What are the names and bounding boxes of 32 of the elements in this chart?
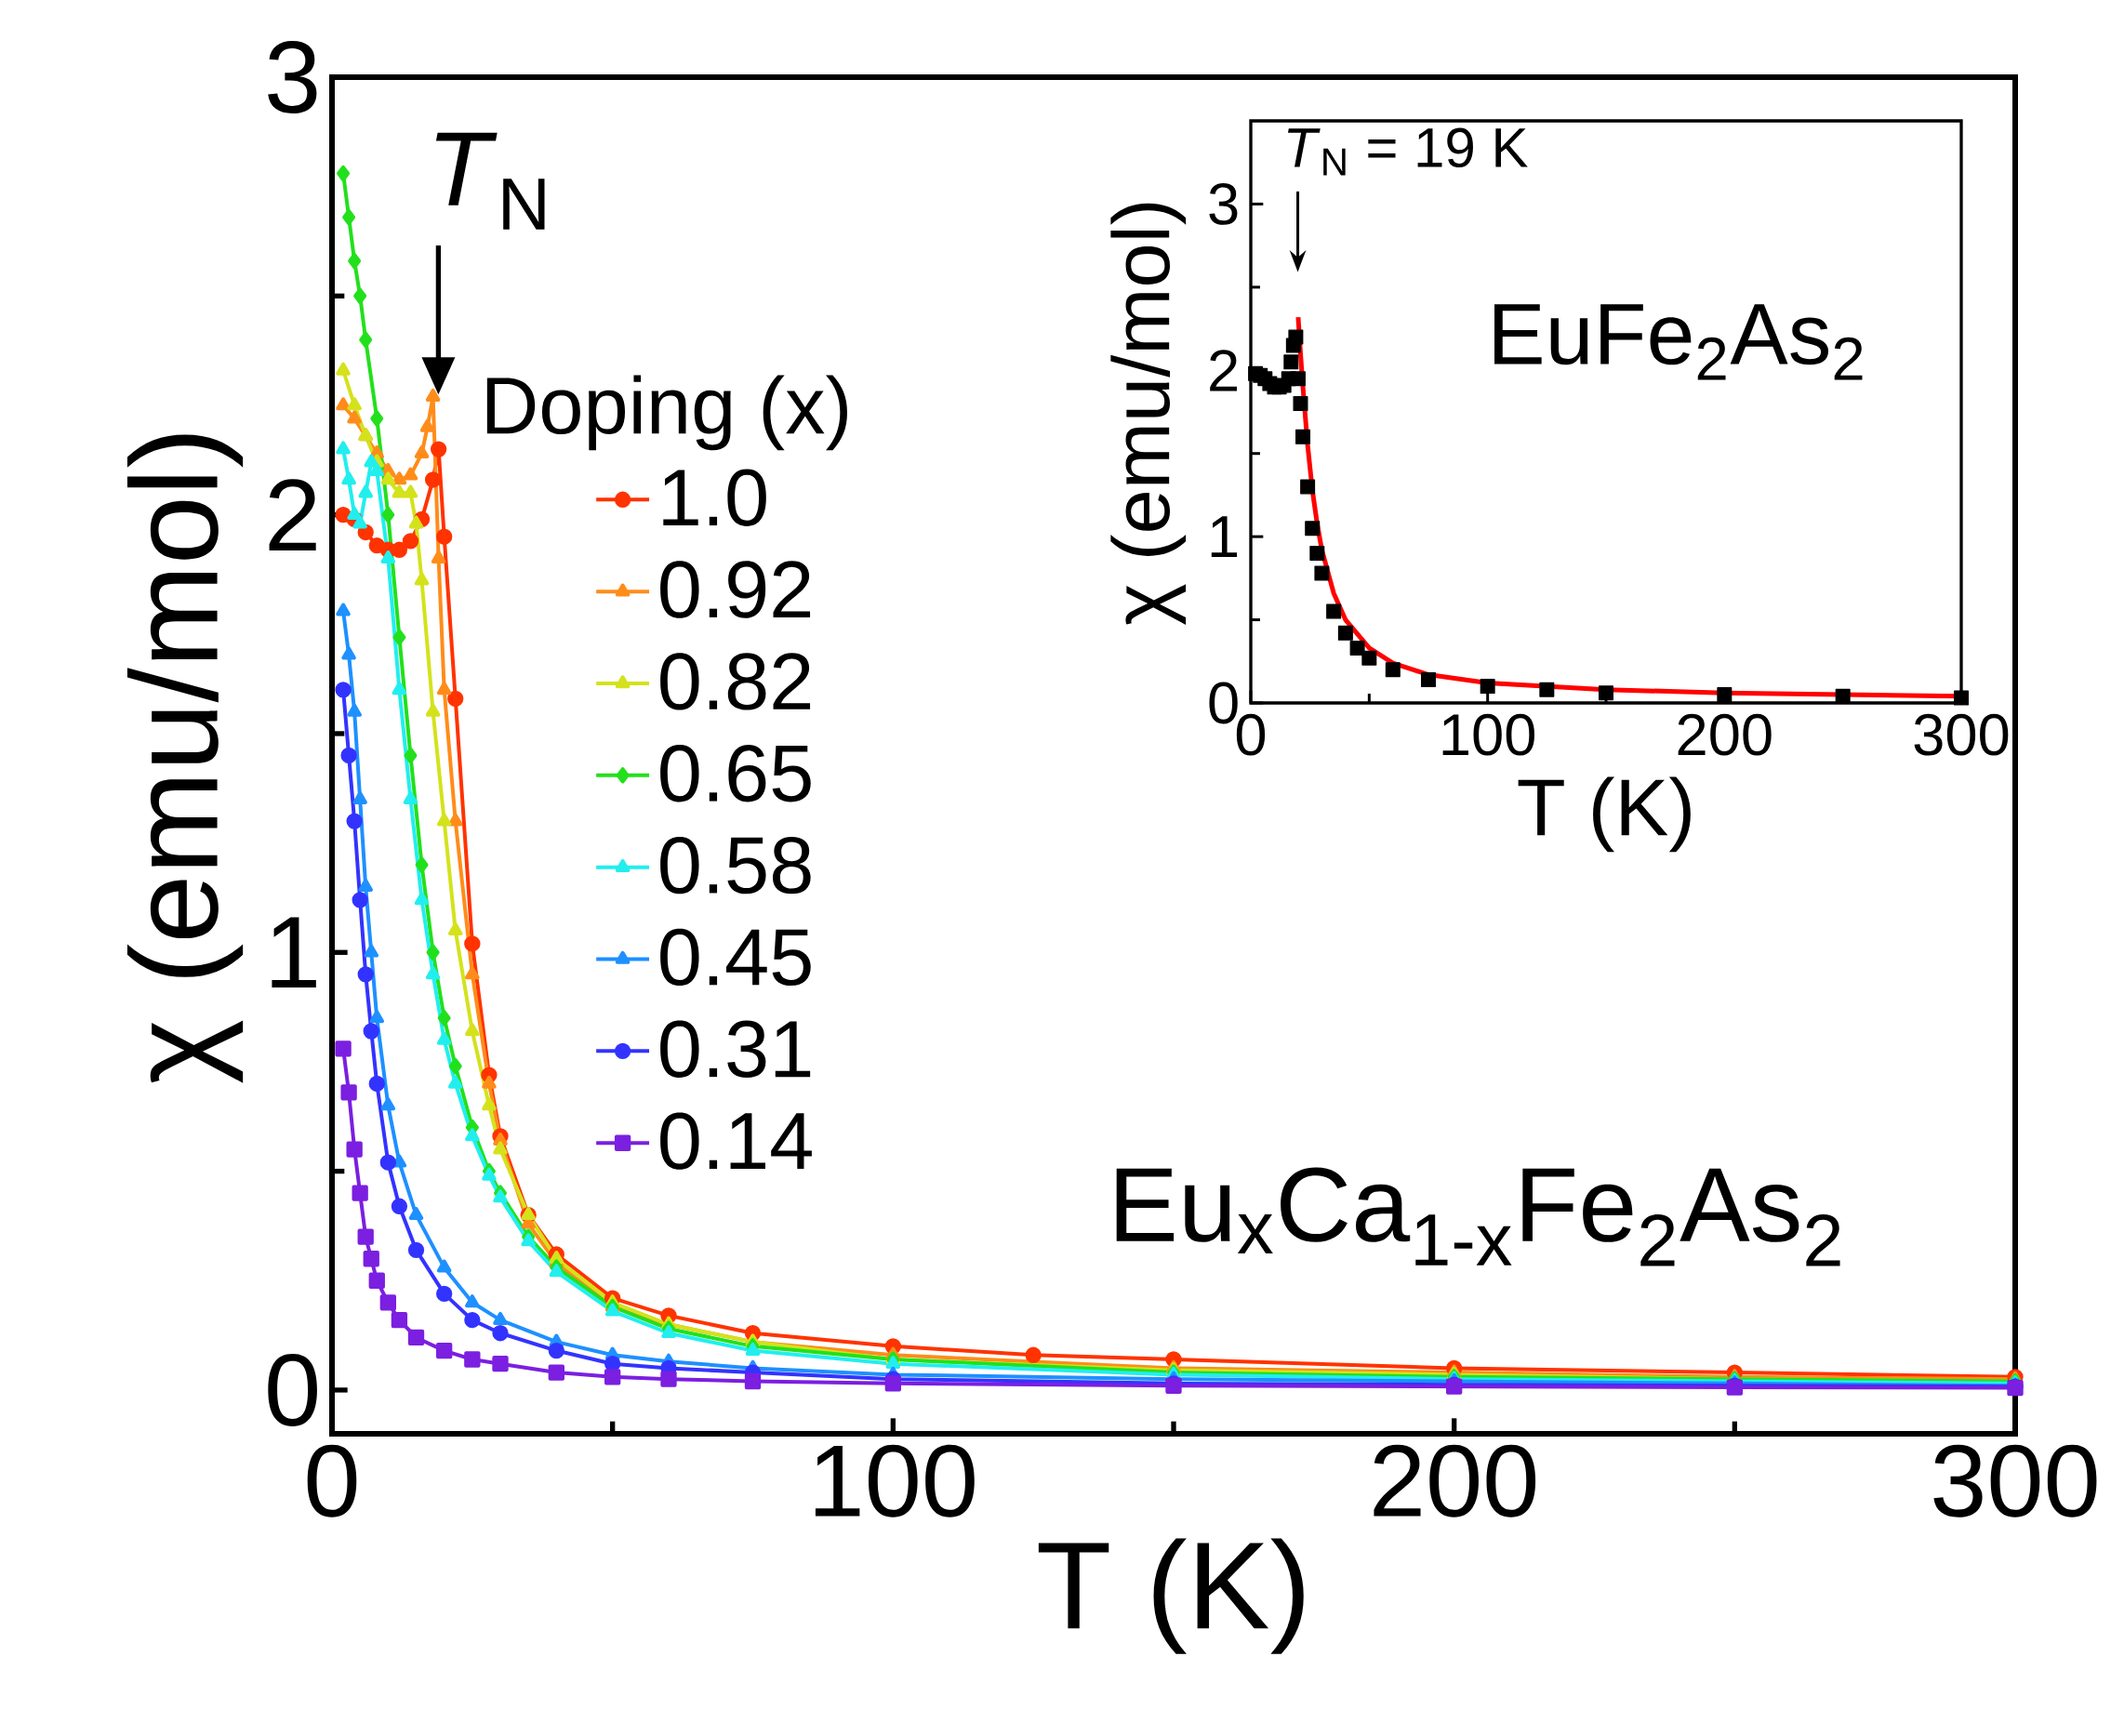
annotation: EuFe$_{2}$As$_{2}$ [1494, 304, 1863, 380]
annotation: Eu$_{x}$Ca$_{1-x}$Fe$_{2}$As$_{2}$ [1116, 1167, 1840, 1266]
x-tick-label: 300 [1914, 713, 2009, 756]
legend-label: 1.0 [663, 469, 766, 526]
y-tick-label: 0 [268, 1354, 317, 1426]
x-tick-label: 200 [1678, 713, 1772, 756]
annotation: T$_{N}$ [435, 132, 545, 230]
legend-label: 0.58 [660, 836, 811, 895]
legend-label: 0.65 [660, 745, 811, 802]
legend-label: 0.31 [660, 1020, 811, 1078]
y-tick-label: 0 [1209, 682, 1238, 724]
y-tick-label: 1 [1211, 516, 1238, 557]
legend-label: 0.82 [660, 653, 811, 710]
annotation: T$_{N}$ = 19 K [1287, 127, 1528, 176]
x-tick-label: 0 [1236, 713, 1266, 756]
legend-label: 0.14 [660, 1112, 812, 1170]
y-tick-label: 2 [1210, 350, 1238, 391]
x-tick-label: 100 [1442, 713, 1534, 756]
y-axis-title: χ (emu/mol) [1110, 203, 1187, 625]
legend-title: Doping (x) [486, 375, 847, 451]
y-axis-title: χ (emu/mol) [126, 434, 244, 1083]
y-tick-label: 3 [268, 41, 317, 113]
x-axis-title: T (K) [1518, 776, 1691, 853]
x-tick-label: 300 [1933, 1444, 2097, 1517]
x-tick-label: 200 [1374, 1444, 1536, 1517]
x-axis-title: T (K) [1038, 1538, 1304, 1654]
x-tick-label: 100 [815, 1444, 975, 1517]
legend-label: 0.92 [660, 561, 811, 618]
y-tick-label: 1 [272, 917, 316, 988]
y-tick-label: 3 [1209, 183, 1238, 225]
legend-label: 0.45 [660, 928, 811, 987]
y-tick-label: 2 [269, 479, 316, 551]
